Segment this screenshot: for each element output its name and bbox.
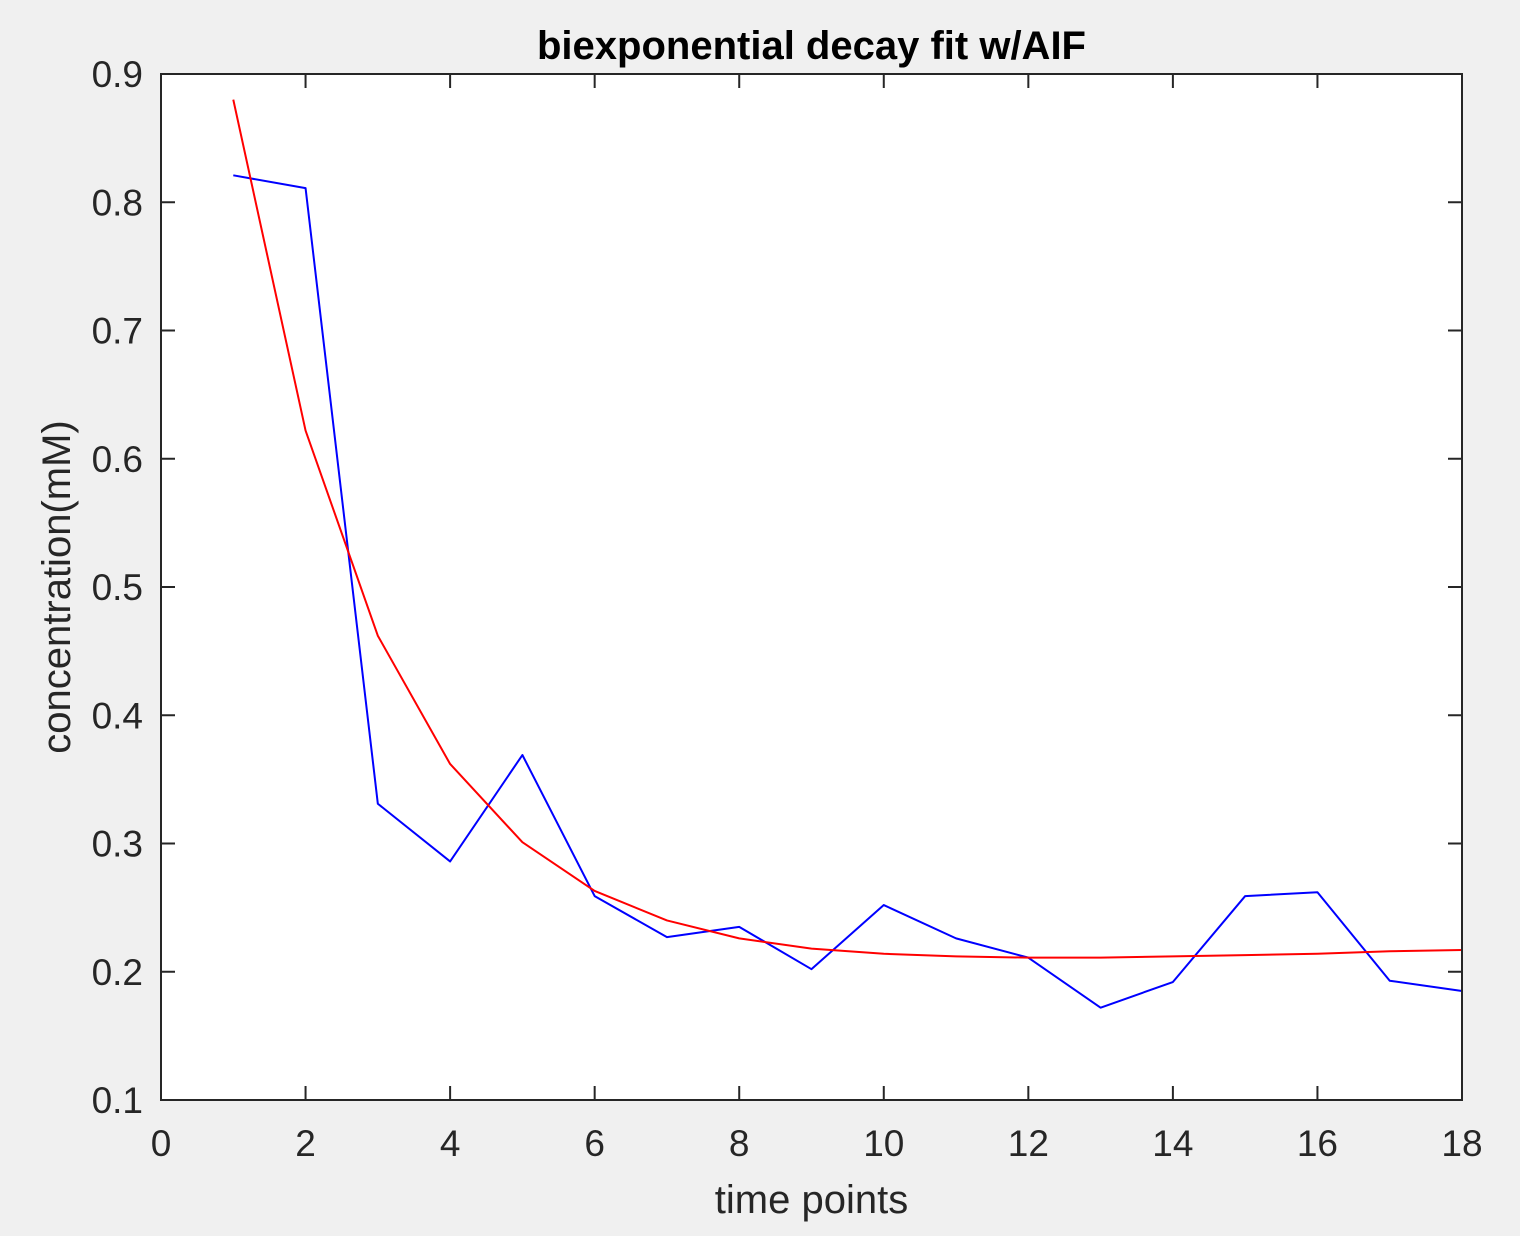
axes-box (160, 73, 1463, 1101)
x-tick-label: 16 (1297, 1123, 1338, 1164)
x-axis-label: time points (715, 1178, 908, 1222)
x-tick-label: 6 (584, 1123, 605, 1164)
x-tick-label: 18 (1441, 1123, 1482, 1164)
x-tick-label: 4 (440, 1123, 461, 1164)
x-tick-label: 14 (1152, 1123, 1193, 1164)
x-tick-label: 12 (1008, 1123, 1049, 1164)
axes-background (161, 74, 1462, 1100)
y-tick-label: 0.3 (92, 824, 143, 865)
y-tick-label: 0.4 (92, 695, 143, 736)
series-line-1 (233, 174, 1463, 1009)
x-tick-label: 2 (295, 1123, 316, 1164)
y-tick-label: 0.9 (92, 54, 143, 95)
plot-lines (232, 99, 1463, 1009)
y-tick-label: 0.2 (92, 952, 143, 993)
tick-labels: 0 2 4 6 8 10 12 14 16 18 0.1 0.2 0.3 0.4 0.5 0.6 0.7 0.8 0… (92, 54, 1483, 1164)
y-tick-label: 0.5 (92, 567, 143, 608)
series-line-2 (232, 99, 1463, 959)
chart-title: biexponential decay fit w/AIF (537, 24, 1086, 68)
y-axis-label: concentration(mM) (35, 420, 79, 753)
y-tick-label: 0.1 (92, 1080, 143, 1121)
x-tick-label: 0 (151, 1123, 172, 1164)
x-tick-label: 8 (729, 1123, 750, 1164)
x-tick-label: 10 (863, 1123, 904, 1164)
y-tick-label: 0.6 (92, 439, 143, 480)
y-tick-label: 0.8 (92, 182, 143, 223)
y-tick-label: 0.7 (92, 311, 143, 352)
